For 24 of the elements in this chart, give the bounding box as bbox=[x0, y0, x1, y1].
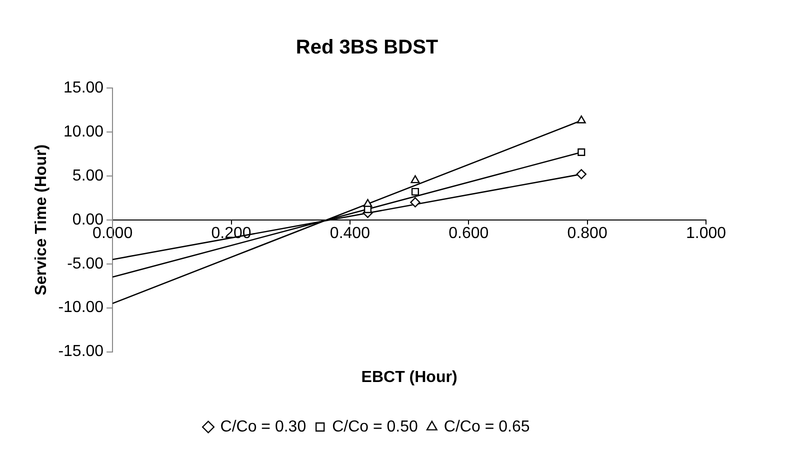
point bbox=[410, 197, 420, 208]
x-axis-title: EBCT (Hour) bbox=[361, 368, 458, 386]
y-tick-label: 10.00 bbox=[64, 123, 104, 140]
chart-title: Red 3BS BDST bbox=[296, 36, 438, 59]
legend-label: C/Co = 0.30 bbox=[220, 418, 306, 436]
y-tick-label: -15.00 bbox=[58, 343, 104, 360]
x-tick-label: 0.800 bbox=[567, 224, 608, 242]
point bbox=[363, 198, 372, 207]
point bbox=[410, 175, 420, 184]
legend-label: C/Co = 0.50 bbox=[332, 418, 418, 436]
point bbox=[411, 188, 419, 196]
y-axis-title: Service Time (Hour) bbox=[33, 144, 50, 296]
point bbox=[576, 115, 586, 124]
point bbox=[578, 148, 586, 156]
point bbox=[576, 169, 586, 180]
legend-label: C/Co = 0.65 bbox=[444, 418, 530, 436]
x-tick-label: 0.000 bbox=[92, 224, 133, 242]
x-tick-label: 1.000 bbox=[686, 224, 726, 242]
x-tick-label: 0.600 bbox=[448, 224, 489, 242]
y-tick-label: -10.00 bbox=[58, 299, 104, 316]
y-tick-label: 15.00 bbox=[64, 79, 104, 96]
y-tick-label: -5.00 bbox=[67, 255, 104, 272]
y-tick-label: 5.00 bbox=[72, 167, 104, 184]
x-tick-label: 0.400 bbox=[330, 224, 370, 242]
